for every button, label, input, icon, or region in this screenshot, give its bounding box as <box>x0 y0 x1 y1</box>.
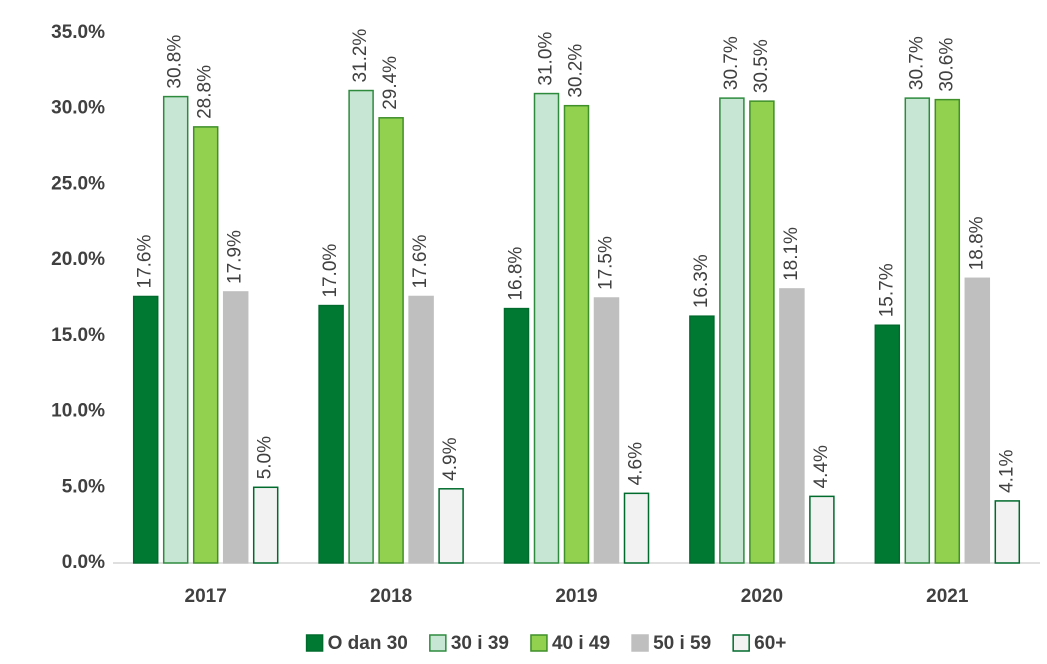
legend-label: 30 i 39 <box>451 633 509 654</box>
bar <box>623 492 650 564</box>
bar <box>192 126 219 564</box>
bar <box>994 500 1021 564</box>
legend-swatch <box>631 634 649 652</box>
data-label: 18.8% <box>966 216 987 270</box>
bar <box>563 104 590 564</box>
data-label: 30.7% <box>906 36 927 90</box>
bar <box>719 97 745 564</box>
legend-label: 50 i 59 <box>653 633 711 654</box>
bar <box>438 488 464 564</box>
y-tick-label: 10.0% <box>51 401 105 422</box>
data-label: 18.1% <box>781 227 802 281</box>
x-tick-label: 2017 <box>185 586 227 607</box>
data-label: 30.7% <box>721 36 742 90</box>
data-label: 30.6% <box>936 38 957 92</box>
data-label: 17.5% <box>596 236 617 290</box>
data-label: 29.4% <box>380 56 401 110</box>
data-label: 31.2% <box>350 29 371 83</box>
bar <box>779 288 805 564</box>
data-label: 17.6% <box>135 235 156 289</box>
data-label: 16.3% <box>691 254 712 308</box>
data-label: 4.6% <box>626 442 647 485</box>
bar <box>533 92 560 564</box>
bar <box>348 89 374 564</box>
data-label: 4.9% <box>440 437 461 480</box>
data-label: 17.0% <box>320 244 341 298</box>
y-tick-label: 30.0% <box>51 98 105 119</box>
legend-swatch <box>732 634 750 652</box>
y-tick-label: 15.0% <box>51 325 105 346</box>
x-tick-label: 2018 <box>370 586 412 607</box>
data-label: 31.0% <box>536 32 557 86</box>
legend-swatch <box>305 634 324 652</box>
y-tick-label: 5.0% <box>62 476 105 497</box>
legend: O dan 30 30 i 39 40 i 49 50 i 59 60+ <box>305 633 786 654</box>
legend-swatch <box>429 634 447 652</box>
bar <box>934 98 961 564</box>
y-tick-label: 0.0% <box>62 552 105 573</box>
data-label: 16.8% <box>506 247 527 301</box>
bar <box>222 291 249 564</box>
x-tick-label: 2019 <box>555 586 597 607</box>
bar <box>503 307 530 564</box>
data-label: 28.8% <box>195 65 216 119</box>
bar <box>593 297 620 564</box>
data-label: 17.9% <box>225 230 246 284</box>
bar <box>378 117 404 564</box>
data-label: 4.1% <box>996 450 1017 493</box>
y-tick-label: 20.0% <box>51 249 105 270</box>
data-label: 30.5% <box>751 39 772 93</box>
bar <box>809 495 835 564</box>
legend-label: 60+ <box>754 633 786 654</box>
bar <box>689 315 715 564</box>
bar <box>132 295 159 564</box>
bar <box>874 324 901 564</box>
y-tick-label: 35.0% <box>51 22 105 43</box>
data-label: 5.0% <box>255 436 276 479</box>
bar <box>318 304 344 564</box>
y-tick-label: 25.0% <box>51 173 105 194</box>
legend-swatch <box>530 634 548 652</box>
bar <box>749 100 775 564</box>
data-label: 30.2% <box>566 44 587 98</box>
bar <box>964 277 991 564</box>
bar <box>162 95 189 564</box>
bar <box>252 486 279 564</box>
legend-label: 40 i 49 <box>552 633 610 654</box>
data-label: 15.7% <box>876 263 897 317</box>
bar <box>408 295 434 564</box>
x-tick-label: 2021 <box>926 586 969 607</box>
data-label: 4.4% <box>811 445 832 488</box>
data-label: 17.6% <box>410 235 431 289</box>
bar <box>904 97 931 564</box>
data-label: 30.8% <box>165 35 186 89</box>
legend-label: O dan 30 <box>328 633 408 654</box>
x-tick-label: 2020 <box>741 586 783 607</box>
